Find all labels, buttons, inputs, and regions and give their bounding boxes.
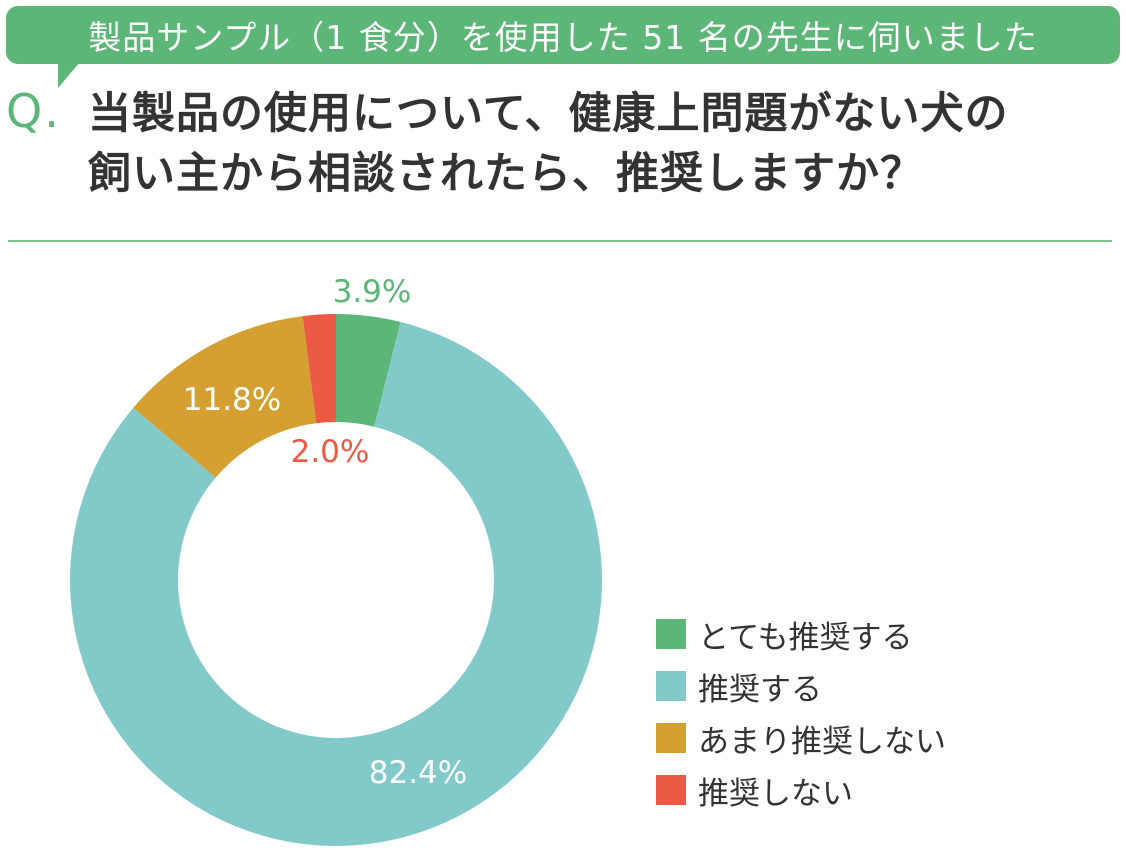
legend-item-1: とても推奨する <box>656 608 946 660</box>
legend-swatch <box>656 775 686 805</box>
survey-banner: 製品サンプル（1 食分）を使用した 51 名の先生に伺いました <box>6 6 1120 64</box>
question-line-1: 当製品の使用について、健康上問題がない犬の <box>88 89 1009 139</box>
slice-value-label-2: 82.4% <box>369 755 467 791</box>
slice-value-label-1: 3.9% <box>333 274 412 310</box>
legend-label: 推奨しない <box>698 775 853 812</box>
donut-slices <box>69 314 602 847</box>
donut-slice-3 <box>133 316 317 478</box>
banner-text: 製品サンプル（1 食分）を使用した 51 名の先生に伺いました <box>88 18 1038 57</box>
donut-labels: 3.9% 82.4% 11.8% 2.0% <box>183 274 467 791</box>
question-line-2: 飼い主から相談されたら、推奨しますか？ <box>88 149 924 199</box>
donut-chart: 3.9% 82.4% 11.8% 2.0% <box>69 274 602 847</box>
question-marker: Q. <box>6 84 61 138</box>
donut-slice-2 <box>69 321 602 847</box>
donut-slice-1 <box>336 314 401 427</box>
question-text: 当製品の使用について、健康上問題がない犬の 飼い主から相談されたら、推奨しますか… <box>88 84 1108 204</box>
legend-swatch <box>656 671 686 701</box>
legend-item-4: 推奨しない <box>656 764 946 816</box>
legend-label: 推奨する <box>698 671 822 708</box>
legend-item-3: あまり推奨しない <box>656 712 946 764</box>
legend-label: あまり推奨しない <box>698 723 946 760</box>
donut-slice-4 <box>302 314 336 424</box>
slice-value-label-3: 11.8% <box>183 382 281 418</box>
banner-tail <box>58 62 80 88</box>
legend-label: とても推奨する <box>698 619 913 656</box>
legend-item-2: 推奨する <box>656 660 946 712</box>
section-divider <box>8 240 1112 242</box>
chart-legend: とても推奨する 推奨するあまり推奨しない 推奨しない <box>656 608 946 816</box>
slice-value-label-4: 2.0% <box>291 434 370 470</box>
legend-swatch <box>656 723 686 753</box>
legend-swatch <box>656 619 686 649</box>
